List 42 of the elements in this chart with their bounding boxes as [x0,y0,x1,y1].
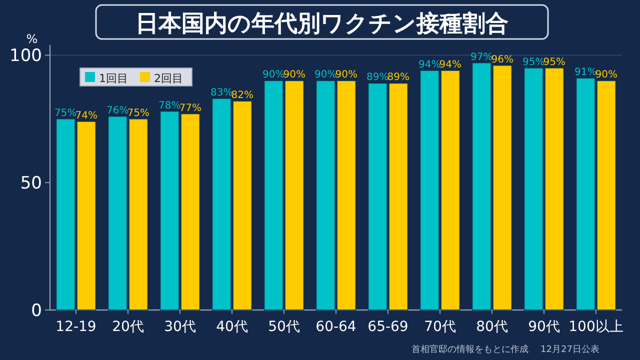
x-tick-label: 80代 [476,319,508,335]
x-tick-label: 100以上 [568,319,624,335]
legend-label: 2回目 [154,72,183,85]
data-label: 95% [522,56,545,68]
data-label: 78% [158,100,181,112]
y-tick-label: 100 [10,46,42,66]
y-axis-title: % [26,32,38,46]
text: 12月27日公表 [540,344,600,355]
x-tick-label: 20代 [112,319,144,335]
data-label: 77% [179,102,202,114]
data-label: 97% [470,52,493,63]
legend-label: 1回目 [99,72,128,85]
data-label: 75% [54,108,77,119]
y-tick-label: 50 [20,174,42,194]
text: 首相官邸の情報をもとに作成 [412,344,528,355]
y-tick-label: 0 [31,301,42,321]
data-label: 83% [210,88,233,99]
data-label: 74% [75,110,98,122]
x-tick-label: 50代 [268,319,300,335]
data-label: 96% [491,54,514,66]
data-label: 89% [387,72,410,84]
chart-title: 日本国内の年代別ワクチン接種割合 [136,11,508,37]
data-label: 94% [418,59,441,70]
data-label: 89% [366,72,389,84]
data-label: 90% [283,70,306,81]
data-label: 90% [335,70,358,81]
data-label: 95% [543,56,566,68]
data-label: 94% [439,59,462,70]
x-tick-label: 30代 [164,319,196,335]
data-label: 91% [574,67,597,78]
data-label: 76% [106,105,129,116]
data-label: 75% [127,108,150,119]
x-tick-label: 65-69 [368,319,408,335]
data-label: 90% [595,70,618,81]
data-label: 82% [231,90,254,102]
x-tick-label: 90代 [528,319,560,335]
data-label: 90% [262,70,285,81]
x-tick-label: 40代 [216,319,248,335]
data-label: 90% [314,70,337,81]
x-tick-label: 70代 [424,319,456,335]
x-tick-label: 60-64 [316,319,356,335]
x-tick-label: 12-19 [56,319,96,335]
